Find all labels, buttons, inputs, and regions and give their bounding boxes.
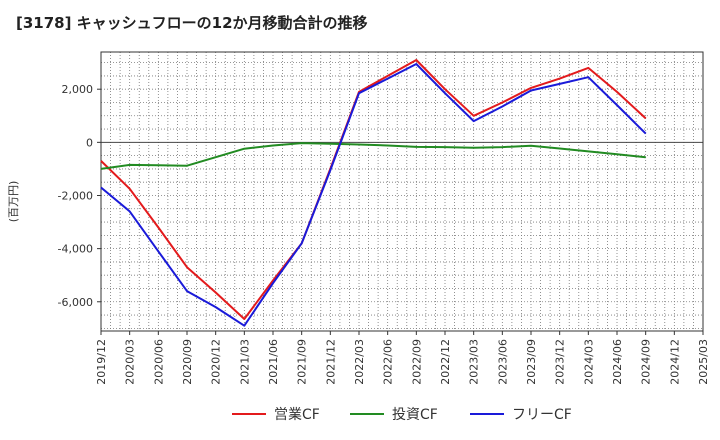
series-line-投資CF — [100, 142, 646, 170]
legend-label: 投資CF — [392, 407, 438, 423]
y-tick-label: -6,000 — [58, 296, 93, 309]
x-tick-label: 2021/09 — [296, 339, 309, 385]
x-tick-label: 2021/06 — [267, 339, 280, 385]
x-tick-label: 2020/09 — [181, 339, 194, 385]
y-axis-label: (百万円) — [7, 181, 20, 223]
x-tick-label: 2023/06 — [496, 339, 509, 385]
y-tick-label: -2,000 — [58, 189, 93, 202]
x-tick-label: 2020/03 — [124, 339, 137, 385]
y-tick-label: 0 — [86, 136, 93, 149]
y-tick-label: 2,000 — [62, 83, 94, 96]
x-tick-label: 2022/06 — [382, 339, 395, 385]
x-tick-label: 2024/06 — [611, 339, 624, 385]
legend-label: 営業CF — [274, 407, 320, 423]
series-line-フリーCF — [100, 63, 647, 327]
x-tick-label: 2023/12 — [554, 339, 567, 385]
x-tick-label: 2020/12 — [210, 339, 223, 385]
x-tick-label: 2021/03 — [238, 339, 251, 385]
legend-label: フリーCF — [512, 407, 572, 423]
chart-title: [3178] キャッシュフローの12か月移動合計の推移 — [16, 14, 368, 32]
y-tick-label: -4,000 — [58, 243, 93, 256]
x-tick-label: 2024/09 — [640, 339, 653, 385]
x-tick-label: 2023/09 — [525, 339, 538, 385]
x-tick-label: 2020/06 — [152, 339, 165, 385]
plot-area — [101, 52, 703, 331]
x-tick-label: 2024/03 — [582, 339, 595, 385]
x-tick-label: 2023/03 — [468, 339, 481, 385]
x-tick-label: 2022/09 — [410, 339, 423, 385]
x-tick-label: 2022/03 — [353, 339, 366, 385]
x-tick-label: 2024/12 — [668, 339, 681, 385]
series-line-営業CF — [100, 59, 647, 320]
x-tick-label: 2021/12 — [324, 339, 337, 385]
x-tick-label: 2019/12 — [95, 339, 108, 385]
plot-border — [100, 51, 704, 332]
x-tick-label: 2025/03 — [697, 339, 710, 385]
x-tick-label: 2022/12 — [439, 339, 452, 385]
